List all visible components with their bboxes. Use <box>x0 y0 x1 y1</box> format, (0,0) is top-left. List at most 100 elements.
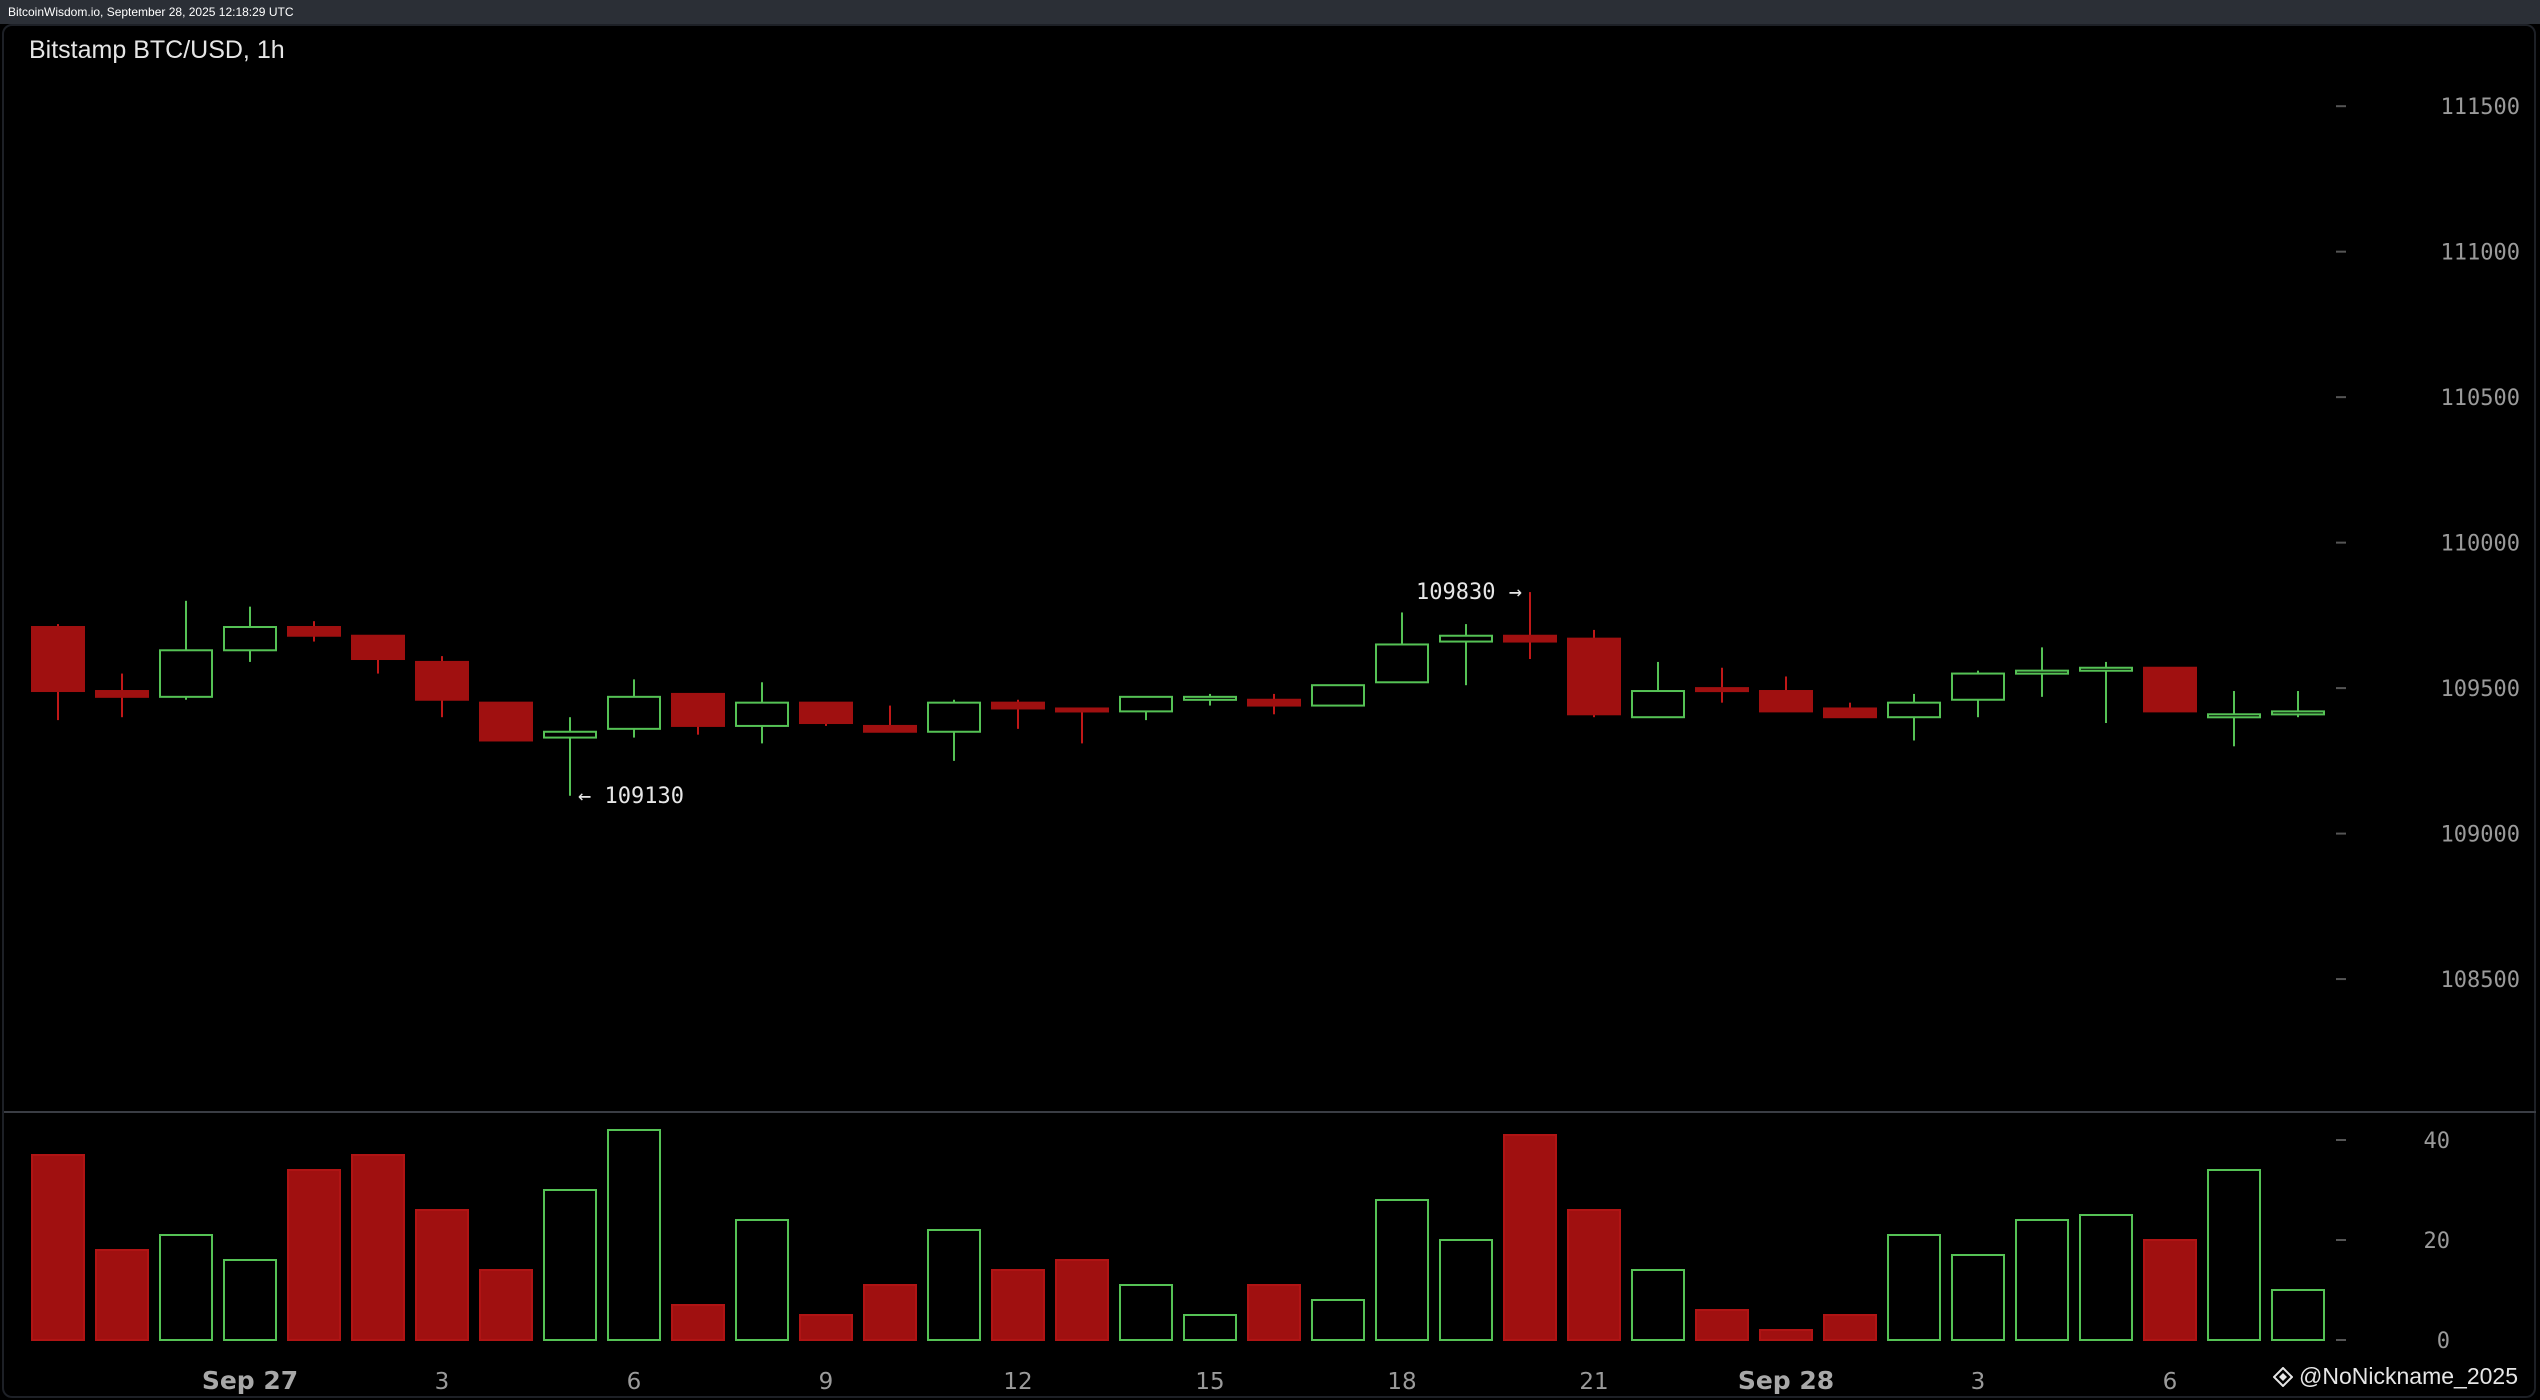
volume-bar-down <box>1823 1314 1877 1341</box>
price-tick-label: 109000 <box>2441 823 2520 848</box>
time-label: 6 <box>627 1369 642 1395</box>
candle-down <box>95 690 149 698</box>
volume-tick-label: 0 <box>2437 1329 2450 1354</box>
volume-bar-down <box>1695 1309 1749 1341</box>
candle-down <box>479 701 533 742</box>
time-label: 3 <box>435 1369 450 1395</box>
chart-frame <box>2 24 2536 1398</box>
volume-bar-up <box>1311 1299 1365 1341</box>
candle-up <box>1119 695 1173 713</box>
time-label: 15 <box>1195 1369 1224 1395</box>
volume-bar-down <box>1759 1329 1813 1341</box>
candle-down <box>671 692 725 727</box>
volume-bar-up <box>223 1259 277 1341</box>
candle-down <box>2143 666 2197 713</box>
candle-up <box>1631 690 1685 719</box>
volume-bar-up <box>2079 1214 2133 1341</box>
source-timestamp: BitcoinWisdom.io, September 28, 2025 12:… <box>8 5 294 19</box>
volume-bar-up <box>1887 1234 1941 1341</box>
candle-up <box>607 695 661 730</box>
chart-title: Bitstamp BTC/USD, 1h <box>29 36 285 64</box>
candle-down <box>1247 698 1301 707</box>
candle-up <box>1887 701 1941 719</box>
volume-bar-up <box>607 1129 661 1341</box>
candle-up <box>1375 643 1429 684</box>
volume-bar-down <box>1247 1284 1301 1341</box>
volume-bar-down <box>415 1209 469 1341</box>
price-tick-label: 110500 <box>2441 386 2520 411</box>
candle-up <box>2079 666 2133 672</box>
time-label: 9 <box>819 1369 834 1395</box>
volume-bar-down <box>351 1154 405 1341</box>
price-tick-label: 109500 <box>2441 677 2520 702</box>
candle-down <box>1503 634 1557 643</box>
volume-tick-label: 20 <box>2424 1229 2451 1254</box>
time-label: 21 <box>1579 1369 1608 1395</box>
candle-down <box>991 701 1045 710</box>
candle-down <box>351 634 405 661</box>
candle-up <box>1439 634 1493 643</box>
volume-bar-up <box>927 1229 981 1341</box>
price-annotation: 109830 → <box>1416 580 1522 605</box>
volume-bar-down <box>671 1304 725 1341</box>
candle-up <box>2015 669 2069 675</box>
price-tick-label: 108500 <box>2441 968 2520 993</box>
candle-up <box>735 701 789 727</box>
volume-bar-up <box>1439 1239 1493 1341</box>
volume-bar-down <box>287 1169 341 1341</box>
volume-bar-down <box>863 1284 917 1341</box>
candle-up <box>223 626 277 652</box>
volume-bar-up <box>1951 1254 2005 1341</box>
volume-tick-label: 40 <box>2424 1129 2451 1154</box>
top-bar: BitcoinWisdom.io, September 28, 2025 12:… <box>0 0 2540 24</box>
volume-bar-up <box>735 1219 789 1341</box>
volume-bar-down <box>1503 1134 1557 1341</box>
candle-up <box>2271 710 2325 716</box>
volume-bar-up <box>2015 1219 2069 1341</box>
volume-bar-up <box>1631 1269 1685 1341</box>
diamond-logo-icon <box>2273 1366 2294 1387</box>
candle-down <box>415 660 469 701</box>
candle-up <box>543 730 597 739</box>
candle-down <box>31 626 85 693</box>
volume-bar-up <box>1183 1314 1237 1341</box>
price-tick-label: 110000 <box>2441 532 2520 557</box>
volume-bar-up <box>159 1234 213 1341</box>
time-label: 18 <box>1387 1369 1416 1395</box>
volume-bar-up <box>543 1189 597 1341</box>
candle-down <box>799 701 853 725</box>
watermark-text: @NoNickname_2025 <box>2299 1363 2518 1389</box>
candle-down <box>863 724 917 733</box>
volume-bar-down <box>95 1249 149 1341</box>
volume-bar-up <box>1375 1199 1429 1341</box>
time-label: 3 <box>1971 1369 1986 1395</box>
date-label: Sep 27 <box>202 1366 298 1395</box>
price-tick-label: 111000 <box>2441 241 2520 266</box>
volume-bar-down <box>1055 1259 1109 1341</box>
volume-bar-up <box>1119 1284 1173 1341</box>
candle-down <box>1055 707 1109 713</box>
volume-bar-down <box>2143 1239 2197 1341</box>
time-label: 12 <box>1003 1369 1032 1395</box>
candle-down <box>1823 707 1877 719</box>
candle-up <box>1951 672 2005 701</box>
candle-down <box>1759 690 1813 713</box>
volume-bar-down <box>799 1314 853 1341</box>
watermark: @NoNickname_2025 <box>2273 1363 2518 1390</box>
date-label: Sep 28 <box>1738 1366 1834 1395</box>
price-annotation: ← 109130 <box>578 784 684 809</box>
volume-bar-down <box>31 1154 85 1341</box>
candle-up <box>1183 695 1237 701</box>
volume-bar-up <box>2207 1169 2261 1341</box>
candle-up <box>159 649 213 698</box>
candle-up <box>927 701 981 733</box>
volume-bar-down <box>1567 1209 1621 1341</box>
candle-down <box>1567 637 1621 716</box>
volume-bar-down <box>991 1269 1045 1341</box>
candle-down <box>1695 687 1749 693</box>
volume-bar-down <box>479 1269 533 1341</box>
candle-up <box>1311 684 1365 707</box>
price-tick-label: 111500 <box>2441 95 2520 120</box>
candle-down <box>287 626 341 637</box>
